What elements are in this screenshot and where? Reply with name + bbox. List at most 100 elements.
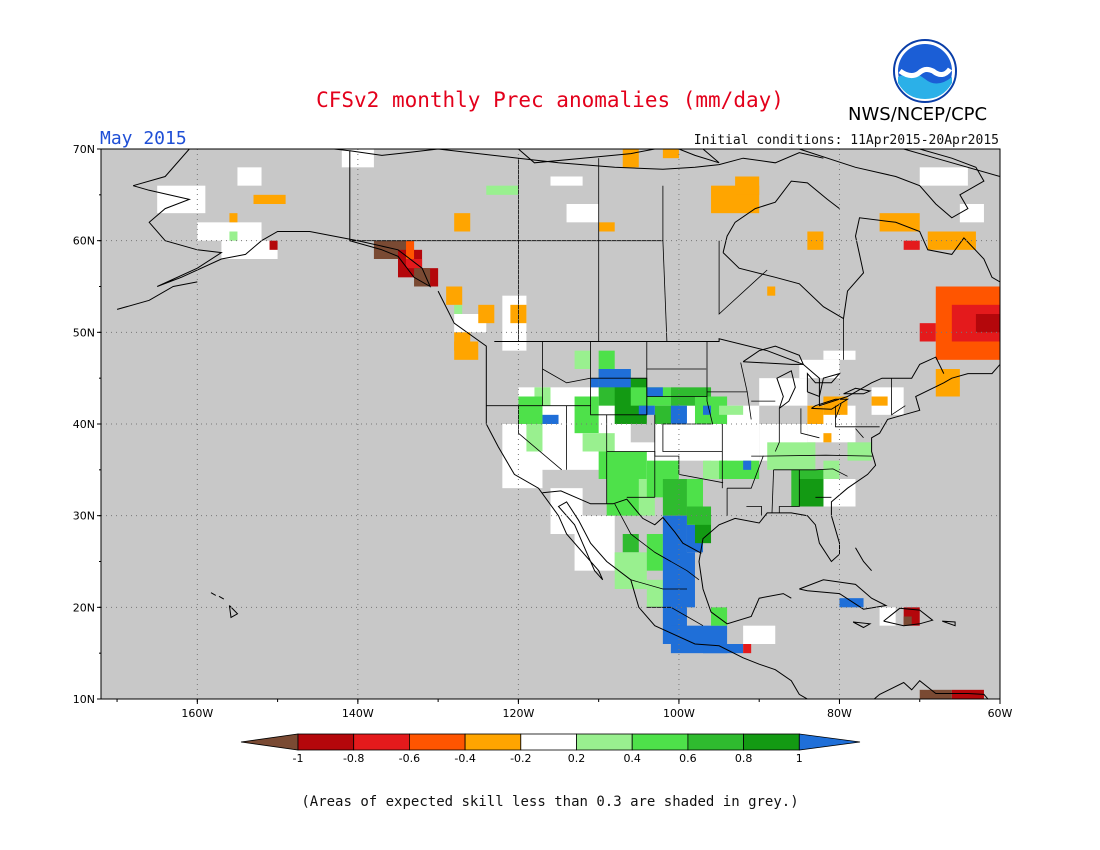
colorbar-min-arrow xyxy=(240,733,299,751)
chart-title: CFSv2 monthly Prec anomalies (mm/day) xyxy=(316,88,784,112)
lat-label: 60N xyxy=(73,235,95,248)
coastline xyxy=(132,149,432,288)
colorbar-segment xyxy=(297,733,355,751)
lat-label: 50N xyxy=(73,326,95,339)
anomaly-cell xyxy=(454,304,463,314)
coastline xyxy=(903,149,1000,177)
anomaly-cell xyxy=(662,479,687,516)
anomaly-cell xyxy=(743,460,752,470)
colorbar-tick-label: 1 xyxy=(796,752,803,765)
lon-label: 140W xyxy=(342,707,374,720)
state-border xyxy=(771,469,774,513)
coastline xyxy=(942,620,956,627)
coastline xyxy=(759,149,985,219)
anomaly-cell xyxy=(839,598,864,608)
anomaly-cell xyxy=(703,405,712,415)
state-border xyxy=(662,424,723,452)
province-border xyxy=(718,240,768,315)
anomaly-cell xyxy=(975,314,1000,333)
anomaly-cell xyxy=(566,204,599,223)
anomaly-cell xyxy=(237,167,262,186)
anomaly-cell xyxy=(229,213,238,223)
anomaly-cell xyxy=(743,644,752,654)
coastline xyxy=(776,370,796,409)
anomaly-cell xyxy=(598,350,615,369)
anomaly-cell xyxy=(799,479,824,507)
colorbar-segment xyxy=(743,733,800,751)
anomaly-cell xyxy=(550,176,583,186)
state-border xyxy=(774,408,780,452)
state-border xyxy=(542,341,591,384)
anomaly-cell xyxy=(486,185,519,195)
lon-label: 120W xyxy=(502,707,534,720)
anomaly-cell xyxy=(526,424,543,452)
lat-label: 40N xyxy=(73,418,95,431)
coastline xyxy=(518,149,655,164)
anomaly-cell xyxy=(879,213,920,232)
anomaly-cell xyxy=(743,625,776,644)
anomaly-cell xyxy=(935,369,960,397)
coastline xyxy=(722,217,1000,320)
coastline xyxy=(843,387,872,395)
anomaly-cell xyxy=(446,286,463,305)
colorbar-tick-label: 0.8 xyxy=(735,752,753,765)
anomaly-cell xyxy=(919,167,968,186)
anomaly-cell xyxy=(823,350,856,360)
anomaly-cell xyxy=(598,222,615,232)
state-border xyxy=(891,378,906,416)
lat-label: 20N xyxy=(73,601,95,614)
colorbar-segment xyxy=(408,733,466,751)
initial-conditions: Initial conditions: 11Apr2015-20Apr2015 xyxy=(693,133,999,148)
anomaly-cell xyxy=(253,194,286,204)
state-border xyxy=(727,455,764,489)
anomaly-cell xyxy=(686,506,712,525)
colorbar-segment xyxy=(576,733,633,751)
anomaly-cell xyxy=(478,304,495,324)
anomaly-cell xyxy=(518,396,543,424)
coastline xyxy=(811,398,850,410)
skill-note: (Areas of expected skill less than 0.3 a… xyxy=(301,794,799,810)
colorbar-tick-label: 0.2 xyxy=(568,752,586,765)
coastline xyxy=(742,345,805,365)
lon-label: 160W xyxy=(181,707,213,720)
anomaly-cell xyxy=(221,240,278,259)
colorbar-segment xyxy=(687,733,745,751)
anomaly-cell xyxy=(919,689,952,699)
anomaly-cell xyxy=(703,644,744,654)
anomaly-cell xyxy=(454,341,479,360)
state-border xyxy=(654,551,700,581)
anomaly-cell xyxy=(678,552,695,608)
anomaly-cell xyxy=(229,231,238,241)
state-border xyxy=(773,468,848,477)
anomaly-cell xyxy=(767,286,776,296)
coastline xyxy=(873,680,989,699)
anomaly-cell xyxy=(903,616,912,626)
state-border xyxy=(835,403,842,419)
colorbar-segment xyxy=(520,733,577,751)
colorbar-segment xyxy=(631,733,689,751)
coastline xyxy=(116,281,198,310)
state-border xyxy=(778,469,800,513)
colorbar-tick-label: -0.8 xyxy=(343,752,364,765)
colorbar-tick-label: 0.4 xyxy=(623,752,641,765)
anomaly-cell xyxy=(871,396,888,406)
coastline xyxy=(883,607,934,627)
anomaly-cell xyxy=(951,689,984,699)
lon-label: 60W xyxy=(988,707,1013,720)
noaa-logo xyxy=(893,39,957,103)
anomaly-cell xyxy=(406,259,423,269)
anomaly-cell xyxy=(662,149,679,159)
anomaly-cell xyxy=(823,460,840,479)
coastline xyxy=(855,547,872,572)
colorbar-tick-label: 0.6 xyxy=(679,752,697,765)
anomaly-cell xyxy=(454,314,487,333)
colorbar-segment xyxy=(353,733,410,751)
agency-label: NWS/NCEP/CPC xyxy=(848,104,988,125)
anomaly-cell xyxy=(646,387,663,397)
coastline xyxy=(228,605,239,619)
state-border xyxy=(746,506,762,516)
anomaly-cell xyxy=(799,359,840,379)
anomaly-cell xyxy=(823,433,832,443)
anomaly-cell xyxy=(919,323,936,342)
